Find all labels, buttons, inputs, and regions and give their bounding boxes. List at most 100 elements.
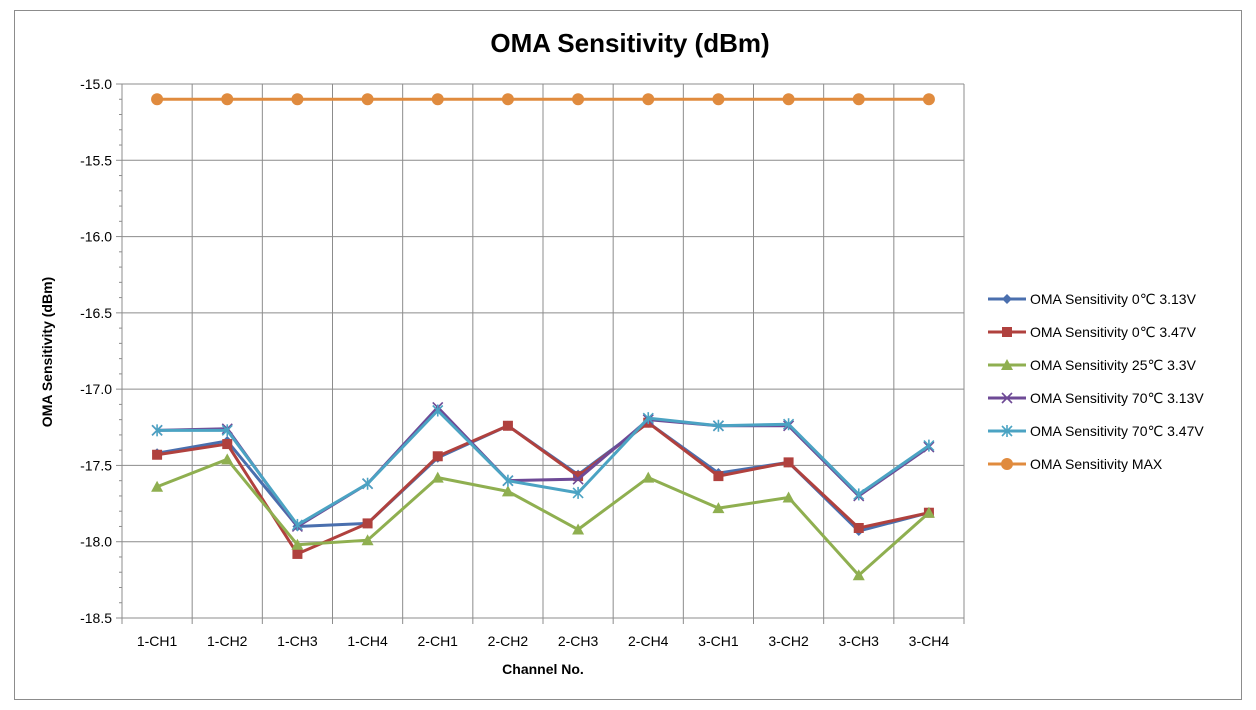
data-point <box>852 93 865 106</box>
legend: OMA Sensitivity 0℃ 3.13V OMA Sensitivity … <box>988 291 1204 472</box>
data-point <box>221 93 234 106</box>
data-point <box>221 424 233 437</box>
legend-label: OMA Sensitivity MAX <box>1030 456 1163 472</box>
data-point <box>151 480 164 492</box>
data-point <box>712 419 724 432</box>
data-point <box>712 502 725 514</box>
y-tick-label: -17.5 <box>80 457 112 473</box>
data-point <box>783 457 794 468</box>
x-tick-label: 2-CH2 <box>488 633 529 649</box>
data-point <box>292 548 303 559</box>
data-point <box>432 404 444 417</box>
data-point <box>222 439 233 450</box>
y-tick-label: -15.5 <box>80 152 112 168</box>
data-point <box>782 93 795 106</box>
legend-swatch-marker <box>1002 327 1012 337</box>
x-axis-label: Channel No. <box>502 661 584 677</box>
data-point <box>432 451 443 462</box>
legend-item: OMA Sensitivity 0℃ 3.47V <box>988 324 1197 340</box>
data-point <box>431 93 444 106</box>
data-point <box>152 449 163 460</box>
data-point <box>853 522 864 533</box>
data-point <box>572 473 584 485</box>
data-point <box>291 93 304 106</box>
data-point <box>782 491 795 503</box>
legend-item: OMA Sensitivity 25℃ 3.3V <box>988 357 1197 373</box>
data-point <box>572 93 585 106</box>
data-point <box>642 412 654 425</box>
series-line <box>156 457 930 577</box>
data-point <box>572 523 585 535</box>
data-point <box>362 518 373 529</box>
x-tick-label: 1-CH1 <box>137 633 178 649</box>
legend-item: OMA Sensitivity 70℃ 3.13V <box>988 390 1204 406</box>
data-point <box>502 474 514 487</box>
data-point <box>853 488 865 501</box>
y-tick-label: -16.5 <box>80 305 112 321</box>
legend-swatch-marker <box>1001 392 1013 404</box>
x-tick-label: 3-CH1 <box>698 633 739 649</box>
data-point <box>151 93 164 106</box>
data-point <box>713 471 724 482</box>
y-axis-label: OMA Sensitivity (dBm) <box>39 277 55 427</box>
x-tick-label: 3-CH2 <box>768 633 809 649</box>
series-line <box>157 409 930 527</box>
data-point <box>922 506 935 518</box>
x-tick-label: 2-CH1 <box>418 633 459 649</box>
series-5 <box>151 404 935 531</box>
data-point <box>501 93 514 106</box>
data-point <box>642 93 655 106</box>
x-tick-label: 3-CH3 <box>839 633 880 649</box>
series-lines <box>151 93 935 581</box>
y-tick-label: -18.5 <box>80 610 112 626</box>
legend-label: OMA Sensitivity 25℃ 3.3V <box>1030 357 1197 373</box>
series-6 <box>151 93 935 106</box>
data-point <box>151 424 163 437</box>
data-point <box>361 534 374 546</box>
series-line <box>156 421 930 556</box>
x-tick-labels: 1-CH1 1-CH2 1-CH3 1-CH4 2-CH1 2-CH2 2-CH3 2-CH4… <box>137 633 950 649</box>
data-point <box>572 486 584 499</box>
legend-label: OMA Sensitivity 70℃ 3.13V <box>1030 390 1204 406</box>
legend-swatch-marker <box>1001 359 1013 370</box>
x-tick-label: 2-CH4 <box>628 633 669 649</box>
y-tick-label: -16.0 <box>80 229 112 245</box>
series-3 <box>151 453 935 581</box>
gridlines <box>121 83 965 619</box>
chart-title: OMA Sensitivity (dBm) <box>490 28 769 58</box>
x-tick-label: 1-CH3 <box>277 633 318 649</box>
data-point <box>502 420 513 431</box>
legend-swatch-marker <box>1001 458 1013 470</box>
data-point <box>291 518 303 531</box>
x-tick-label: 2-CH3 <box>558 633 599 649</box>
data-point <box>361 93 374 106</box>
data-point <box>712 93 725 106</box>
y-tick-label: -18.0 <box>80 534 112 550</box>
data-point <box>783 418 795 431</box>
data-point <box>923 439 935 452</box>
data-point <box>922 93 935 106</box>
data-point <box>291 538 304 550</box>
legend-item: OMA Sensitivity 70℃ 3.47V <box>988 423 1204 439</box>
axes <box>116 83 965 624</box>
legend-label: OMA Sensitivity 0℃ 3.47V <box>1030 324 1197 340</box>
legend-label: OMA Sensitivity 70℃ 3.47V <box>1030 423 1204 439</box>
data-point <box>642 471 655 483</box>
legend-item: OMA Sensitivity 0℃ 3.13V <box>988 291 1197 307</box>
data-point <box>362 477 374 490</box>
x-tick-label: 1-CH2 <box>207 633 248 649</box>
data-point <box>573 471 584 482</box>
legend-label: OMA Sensitivity 0℃ 3.13V <box>1030 291 1197 307</box>
data-point <box>221 453 234 465</box>
x-tick-label: 3-CH4 <box>909 633 950 649</box>
data-point <box>431 471 444 483</box>
legend-item: OMA Sensitivity MAX <box>988 456 1163 472</box>
chart-frame <box>14 10 1242 700</box>
y-tick-labels: -15.0 -15.5 -16.0 -16.5 -17.0 -17.5 -18.0 -18.5 <box>80 76 112 626</box>
y-tick-label: -17.0 <box>80 381 112 397</box>
data-point <box>852 569 865 581</box>
legend-swatch-marker <box>1001 425 1013 437</box>
legend-swatch-marker <box>1002 294 1012 304</box>
x-tick-label: 1-CH4 <box>347 633 388 649</box>
